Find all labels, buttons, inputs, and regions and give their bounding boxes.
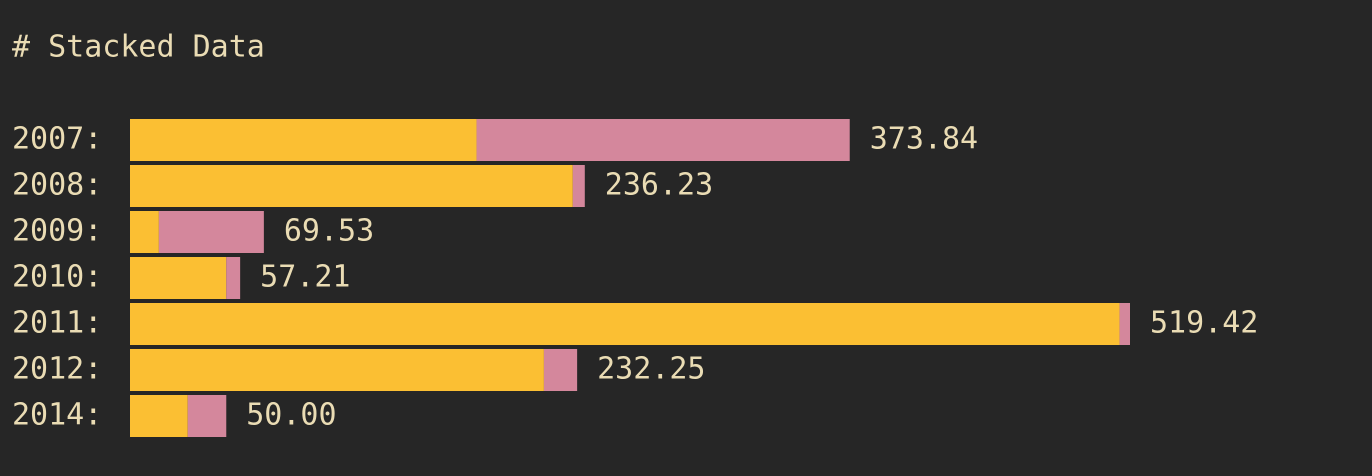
bar-segment xyxy=(130,395,188,437)
bar-segment xyxy=(130,257,227,299)
category-label: 2011: xyxy=(12,306,102,341)
value-label: 519.42 xyxy=(1150,306,1258,341)
value-label: 57.21 xyxy=(260,260,350,295)
category-label: 2007: xyxy=(12,122,102,157)
category-label: 2008: xyxy=(12,168,102,203)
bar-segment xyxy=(130,165,573,207)
bar-segment xyxy=(543,349,578,391)
bar-segment xyxy=(130,349,544,391)
bar-segment xyxy=(187,395,227,437)
bar-segment xyxy=(476,119,850,161)
bar-segment xyxy=(1119,303,1130,345)
value-label: 69.53 xyxy=(284,214,374,249)
bar-segment xyxy=(130,303,1120,345)
bar-segment xyxy=(226,257,241,299)
chart-title: # Stacked Data xyxy=(12,30,265,65)
bar-segment xyxy=(130,211,159,253)
category-label: 2014: xyxy=(12,398,102,433)
bar-segment xyxy=(130,119,477,161)
bar-segment xyxy=(158,211,264,253)
value-label: 50.00 xyxy=(246,398,336,433)
bar-segment xyxy=(572,165,585,207)
category-label: 2010: xyxy=(12,260,102,295)
category-label: 2012: xyxy=(12,352,102,387)
value-label: 232.25 xyxy=(597,352,705,387)
value-label: 373.84 xyxy=(870,122,978,157)
category-label: 2009: xyxy=(12,214,102,249)
value-label: 236.23 xyxy=(605,168,713,203)
